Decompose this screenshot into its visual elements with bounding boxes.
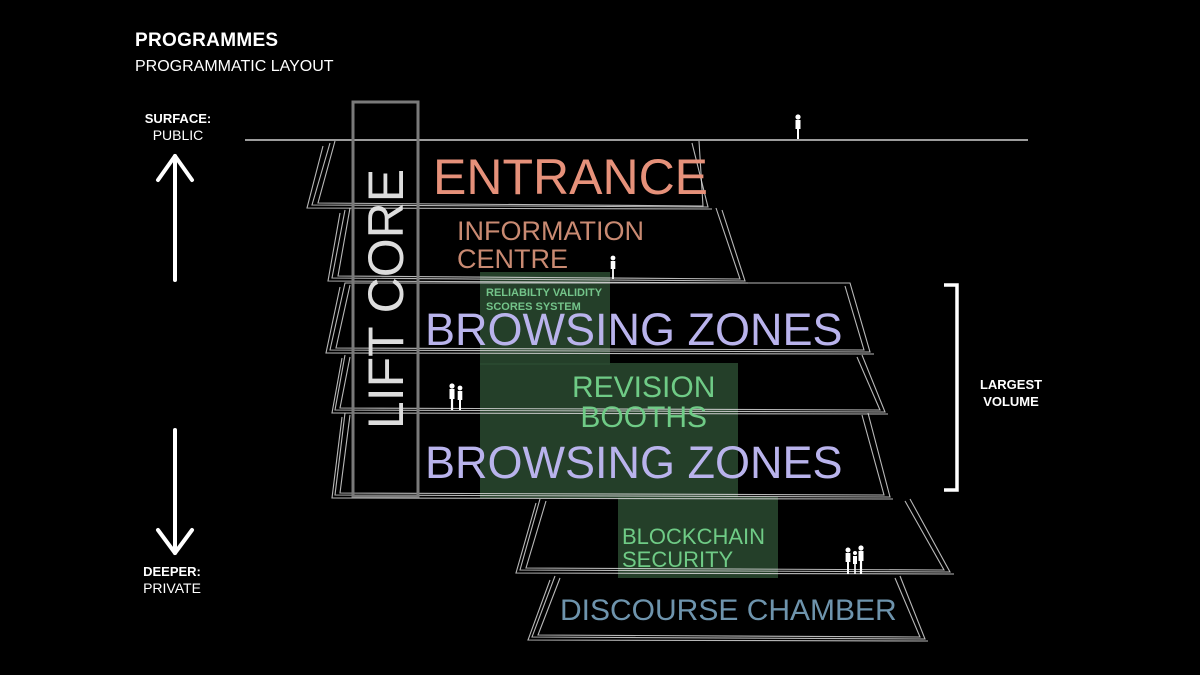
plate-browsing-upper: [329, 282, 871, 353]
revision-line-2: BOOTHS: [580, 401, 708, 434]
reliability-line-2: SCORES SYSTEM: [486, 301, 581, 313]
reliability-line-1: RELIABILTY VALIDITY: [486, 287, 603, 299]
zone-information-centre: INFORMATION CENTRE: [457, 217, 644, 273]
blockchain-line-2: SECURITY: [622, 547, 734, 572]
largest-volume-label: LARGEST VOLUME: [952, 376, 1070, 410]
lift-core: LIFT CORE: [355, 103, 417, 496]
info-line-2: CENTRE: [457, 244, 569, 274]
largest-line-1: LARGEST: [979, 377, 1043, 392]
people-pair-icon: [449, 383, 463, 410]
plate-blockchain: [519, 498, 951, 573]
zone-reliability: RELIABILTY VALIDITY SCORES SYSTEM: [486, 286, 602, 314]
deeper-label: DEEPER: PRIVATE: [112, 563, 232, 597]
plate-entrance: [311, 142, 709, 208]
surface-subtitle: PUBLIC: [152, 127, 204, 143]
info-line-1: INFORMATION: [457, 216, 644, 246]
surface-title: SURFACE:: [144, 111, 212, 126]
largest-volume-bracket: [944, 283, 959, 492]
surface-label: SURFACE: PUBLIC: [118, 110, 238, 144]
floor-plates: [306, 140, 955, 642]
zone-revision-booths: REVISION BOOTHS: [572, 373, 715, 433]
person-icon: [795, 114, 801, 139]
revision-line-1: REVISION: [572, 371, 716, 404]
person-icon: [610, 255, 616, 279]
revision-box: [480, 363, 738, 498]
blockchain-box: [618, 497, 778, 578]
deeper-subtitle: PRIVATE: [143, 580, 201, 596]
plate-browsing-lower: [334, 412, 891, 498]
zone-discourse-chamber: DISCOURSE CHAMBER: [560, 594, 897, 627]
plate-browsing-mid: [334, 354, 886, 413]
plate-discourse: [531, 575, 926, 640]
green-zones: [480, 272, 778, 578]
arrow-down-icon: [156, 428, 194, 555]
lift-core-label: LIFT CORE: [358, 168, 414, 430]
zone-browsing-upper: BROWSING ZONES: [425, 304, 843, 355]
people-group-icon: [845, 545, 864, 574]
lift-core-outline: [351, 100, 420, 498]
plate-information: [331, 209, 746, 282]
zone-browsing-lower: BROWSING ZONES: [425, 437, 843, 488]
zone-entrance: ENTRANCE: [433, 149, 709, 205]
page-title: PROGRAMMES: [135, 30, 279, 51]
arrow-up-icon: [156, 154, 194, 282]
largest-line-2: VOLUME: [983, 394, 1039, 409]
blockchain-line-1: BLOCKCHAIN: [622, 524, 766, 549]
page-subtitle: PROGRAMMATIC LAYOUT: [135, 58, 334, 75]
zone-blockchain-security: BLOCKCHAIN SECURITY: [622, 525, 765, 571]
deeper-title: DEEPER:: [143, 564, 201, 579]
